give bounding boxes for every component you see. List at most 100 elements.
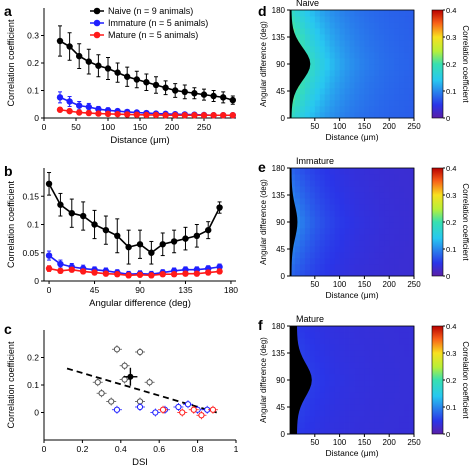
heatmap-cell — [384, 228, 390, 235]
heatmap-cell — [404, 16, 410, 23]
heatmap-cell — [339, 168, 345, 175]
heatmap-cell — [369, 106, 375, 113]
x-axis-label: Distance (μm) — [325, 290, 378, 300]
heatmap-cell — [359, 368, 365, 375]
heatmap-cell — [299, 204, 306, 211]
heatmap-cell — [324, 228, 331, 235]
heatmap-cell — [354, 46, 360, 53]
heatmap-cell — [324, 404, 331, 411]
data-point — [114, 69, 121, 76]
heatmap-cell — [374, 180, 380, 187]
heatmap-cell — [299, 112, 306, 119]
heatmap-cell — [290, 16, 296, 23]
heatmap-cell — [309, 380, 316, 387]
heatmap-cell — [309, 64, 316, 71]
heatmap-cell — [294, 192, 301, 199]
heatmap-cell — [404, 28, 410, 35]
heatmap-cell — [324, 28, 331, 35]
heatmap-cell — [299, 28, 306, 35]
heatmap-cell — [409, 46, 415, 53]
heatmap-cell — [384, 198, 390, 205]
heatmap-cell — [324, 168, 331, 175]
y-tick-label: 45 — [276, 87, 285, 96]
heatmap-cell — [304, 240, 311, 247]
heatmap-cell — [309, 246, 316, 253]
scatter-point — [198, 412, 205, 419]
heatmap-title: Mature — [296, 314, 324, 324]
heatmap-cell — [364, 362, 370, 369]
heatmap-cell — [314, 422, 321, 429]
heatmap-cell — [324, 186, 331, 193]
heatmap-cell — [324, 428, 331, 435]
heatmap-cell — [364, 10, 370, 17]
heatmap-cell — [349, 112, 355, 119]
heatmap-cell — [369, 216, 375, 223]
heatmap-cell — [379, 210, 385, 217]
heatmap-cell — [334, 204, 340, 211]
heatmap-cell — [304, 82, 311, 89]
heatmap-cell — [374, 210, 380, 217]
heatmap-cell — [309, 82, 316, 89]
heatmap-cell — [349, 246, 355, 253]
heatmap-cell — [329, 100, 336, 107]
x-tick-label: 100 — [333, 438, 347, 447]
heatmap-cell — [324, 46, 331, 53]
heatmap-cell — [349, 404, 355, 411]
heatmap-cell — [399, 204, 405, 211]
heatmap-cell — [404, 216, 410, 223]
heatmap-cell — [324, 222, 331, 229]
heatmap-cell — [334, 186, 340, 193]
heatmap-cell — [329, 76, 336, 83]
heatmap-cell — [374, 368, 380, 375]
heatmap-cell — [389, 428, 395, 435]
heatmap-cell — [374, 204, 380, 211]
heatmap-cell — [329, 58, 336, 65]
heatmap-cell — [314, 70, 321, 77]
heatmap-cell — [329, 332, 336, 339]
heatmap-cell — [369, 186, 375, 193]
heatmap-cell — [364, 52, 370, 59]
colorbar-label: Correlation coefficient — [461, 183, 470, 261]
heatmap-cell — [384, 16, 390, 23]
colorbar-tick-label: 0.3 — [446, 191, 456, 200]
heatmap-cell — [364, 28, 370, 35]
data-point — [200, 112, 208, 119]
heatmap-cell — [290, 252, 296, 259]
heatmap-cell — [299, 216, 306, 223]
heatmap-cell — [309, 258, 316, 265]
heatmap-cell — [364, 58, 370, 65]
heatmap-cell — [329, 404, 336, 411]
heatmap-cell — [339, 240, 345, 247]
heatmap-cell — [344, 326, 350, 333]
heatmap-cell — [349, 46, 355, 53]
heatmap-cell — [349, 416, 355, 423]
data-point — [57, 201, 64, 208]
scatter-point — [98, 390, 105, 397]
regression-line — [66, 367, 218, 414]
heatmap-cell — [304, 410, 311, 417]
heatmap-cell — [374, 392, 380, 399]
data-point — [125, 272, 132, 279]
heatmap-cell — [294, 252, 301, 259]
heatmap-cell — [294, 428, 301, 435]
heatmap-cell — [359, 332, 365, 339]
heatmap-cell — [379, 112, 385, 119]
y-tick-label: 0.1 — [27, 86, 39, 96]
heatmap-cell — [349, 344, 355, 351]
heatmap-cell — [379, 240, 385, 247]
heatmap-cell — [324, 100, 331, 107]
heatmap-cell — [324, 180, 331, 187]
heatmap-cell — [324, 210, 331, 217]
heatmap-cell — [309, 416, 316, 423]
heatmap-cell — [364, 416, 370, 423]
heatmap-cell — [409, 344, 415, 351]
heatmap-cell — [324, 204, 331, 211]
heatmap-cell — [364, 350, 370, 357]
heatmap-cell — [364, 392, 370, 399]
heatmap-cell — [389, 76, 395, 83]
heatmap-cell — [314, 112, 321, 119]
heatmap-cell — [369, 350, 375, 357]
heatmap-cell — [354, 332, 360, 339]
heatmap-cell — [354, 34, 360, 41]
heatmap-cell — [324, 58, 331, 65]
